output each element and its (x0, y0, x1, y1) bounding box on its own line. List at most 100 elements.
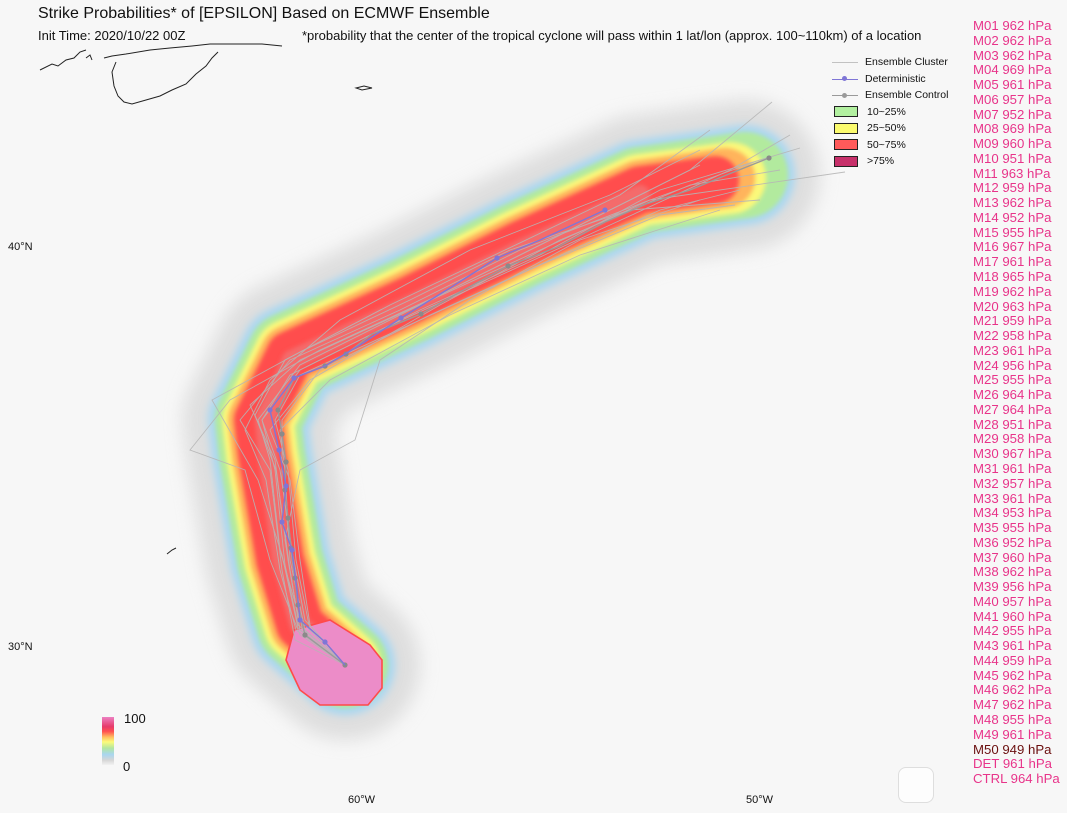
member-pressure: 963 hPa (1001, 165, 1051, 181)
member-entry: M31 961 hPa (973, 460, 1060, 477)
member-name: M29 (973, 431, 999, 447)
member-pressure: 956 hPa (1002, 579, 1052, 595)
member-pressure: 955 hPa (1002, 224, 1052, 240)
member-entry: M22 958 hPa (973, 328, 1060, 344)
member-name: M05 (973, 77, 999, 93)
legend: Ensemble Cluster Deterministic Ensemble … (832, 54, 967, 170)
member-entry: M38 962 hPa (973, 564, 1060, 580)
member-pressure: 952 hPa (1002, 106, 1052, 122)
member-entry: DET 961 hPa (973, 756, 1060, 772)
deterministic-line-icon (832, 73, 858, 85)
legend-item-over-75: >75% (832, 153, 967, 170)
member-entry: M34 953 hPa (973, 505, 1060, 521)
member-name: M40 (973, 593, 999, 609)
lon-label-60w: 60°W (348, 794, 376, 806)
member-entry: M18 965 hPa (973, 269, 1060, 285)
member-pressure: 962 hPa (1002, 682, 1052, 698)
member-name: M22 (973, 328, 999, 344)
member-name: M34 (973, 505, 999, 521)
member-pressure: 956 hPa (1002, 357, 1052, 373)
probability-swath (183, 100, 820, 740)
member-pressure: 955 hPa (1002, 520, 1052, 536)
member-name: M28 (973, 416, 999, 432)
member-entry: M12 959 hPa (973, 181, 1060, 196)
member-pressure: 961 hPa (1002, 460, 1052, 476)
member-pressure: 949 hPa (1002, 741, 1052, 757)
member-entry: M44 959 hPa (973, 652, 1060, 669)
member-pressure: 961 hPa (1002, 726, 1052, 742)
member-entry: M45 962 hPa (973, 668, 1060, 684)
member-entry: M07 952 hPa (973, 106, 1060, 123)
member-pressure: 961 hPa (1002, 77, 1052, 93)
legend-item-deterministic: Deterministic (832, 71, 967, 88)
member-pressure: 962 hPa (1002, 195, 1052, 211)
swatch-icon (834, 155, 858, 167)
member-name: M21 (973, 313, 999, 329)
member-pressure: 955 hPa (1002, 711, 1052, 727)
member-entry: M15 955 hPa (973, 224, 1060, 241)
member-name: M12 (973, 180, 999, 196)
ensemble-cluster-tracks (189, 101, 846, 666)
member-name: M26 (973, 387, 999, 403)
member-pressure: 964 hPa (1010, 771, 1060, 787)
member-name: M07 (973, 106, 999, 122)
member-name: M44 (973, 652, 999, 668)
member-name: M31 (973, 460, 999, 476)
member-entry: M13 962 hPa (973, 195, 1060, 211)
legend-item-25-50: 25~50% (832, 120, 967, 137)
member-entry: M14 952 hPa (973, 210, 1060, 226)
member-name: M04 (973, 62, 999, 78)
member-entry: M16 967 hPa (973, 240, 1060, 255)
member-entry: M40 957 hPa (973, 593, 1060, 610)
member-pressure: 951 hPa (1002, 150, 1052, 166)
member-entry: M17 961 hPa (973, 254, 1060, 270)
member-entry: M02 962 hPa (973, 32, 1060, 49)
member-entry: M23 961 hPa (973, 343, 1060, 359)
member-pressure: 955 hPa (1002, 623, 1052, 639)
member-name: M16 (973, 239, 999, 255)
member-pressure: 957 hPa (1002, 593, 1052, 609)
member-name: M01 (973, 18, 999, 33)
member-name: M02 (973, 32, 999, 48)
member-pressure: 962 hPa (1002, 697, 1052, 713)
member-entry: M41 960 hPa (973, 609, 1060, 625)
member-name: M43 (973, 638, 999, 654)
member-name: M32 (973, 475, 999, 491)
legend-label: Deterministic (865, 72, 926, 85)
member-name: M09 (973, 136, 999, 152)
chart-title: Strike Probabilities* of [EPSILON] Based… (38, 5, 490, 22)
member-entry: M04 969 hPa (973, 62, 1060, 78)
member-entry: M46 962 hPa (973, 683, 1060, 698)
member-name: M48 (973, 711, 999, 727)
member-pressure: 951 hPa (1002, 416, 1052, 432)
member-name: M36 (973, 534, 999, 550)
member-pressure: 959 hPa (1002, 180, 1052, 196)
member-pressure: 960 hPa (1002, 136, 1052, 152)
member-entry: M01 962 hPa (973, 18, 1060, 34)
member-entry: M27 964 hPa (973, 401, 1060, 418)
member-name: M27 (973, 401, 999, 417)
member-entry: M09 960 hPa (973, 136, 1060, 152)
member-pressure: 953 hPa (1002, 505, 1052, 521)
watermark-logo-icon (898, 767, 934, 803)
member-name: M06 (973, 91, 999, 107)
member-name: M13 (973, 195, 999, 211)
legend-label: >75% (867, 155, 895, 168)
member-entry: M32 957 hPa (973, 475, 1060, 492)
member-pressure: 962 hPa (1002, 283, 1052, 299)
control-line-icon (832, 89, 858, 101)
member-name: M35 (973, 520, 999, 536)
member-name: M47 (973, 697, 999, 713)
member-name: DET (973, 756, 1000, 772)
legend-label: 50~75% (867, 138, 906, 151)
member-name: M20 (973, 298, 999, 314)
member-name: M42 (973, 623, 999, 639)
member-entry: M21 959 hPa (973, 313, 1060, 329)
member-pressure: 964 hPa (1002, 401, 1052, 417)
member-pressure: 962 hPa (1002, 18, 1052, 33)
member-entry: M30 967 hPa (973, 446, 1060, 462)
member-entry: M43 961 hPa (973, 638, 1060, 654)
member-entry: M28 951 hPa (973, 416, 1060, 433)
legend-item-50-75: 50~75% (832, 137, 967, 154)
member-pressure: 955 hPa (1002, 372, 1052, 388)
